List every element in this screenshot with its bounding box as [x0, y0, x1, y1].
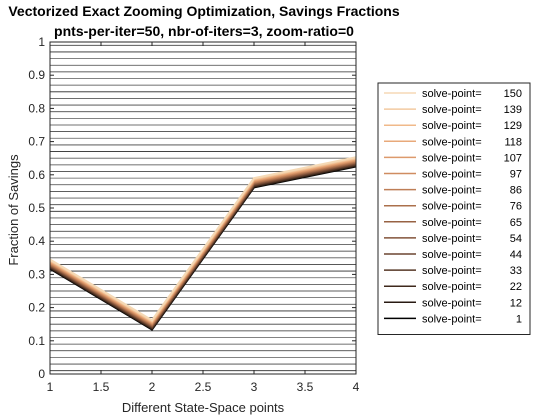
legend-value: 97 [510, 169, 522, 181]
legend-entry-44: solve-point= 44 [384, 249, 522, 261]
y-tick-label: 0.7 [28, 135, 45, 149]
legend-value: 76 [510, 201, 522, 213]
x-tick-label: 3 [251, 380, 258, 394]
legend-entry-1: solve-point= 1 [384, 313, 522, 325]
legend-value: 86 [510, 185, 522, 197]
legend-value: 12 [510, 297, 522, 309]
legend-value: 65 [510, 217, 522, 229]
series-line-86 [49, 160, 357, 326]
legend-entry-54: solve-point= 54 [384, 233, 522, 245]
series-line-65 [49, 161, 357, 327]
legend-entry-107: solve-point= 107 [384, 152, 522, 164]
legend-entry-139: solve-point= 139 [384, 104, 522, 116]
y-tick-label: 0 [38, 367, 45, 381]
legend-label: solve-point= [422, 169, 482, 181]
series-line-150 [49, 156, 357, 322]
legend-value: 54 [510, 233, 522, 245]
chart-title: Vectorized Exact Zooming Optimization, S… [8, 3, 400, 19]
y-tick-label: 0.3 [28, 267, 45, 281]
y-tick-label: 1 [38, 35, 45, 49]
x-ticks-group: 1 1.5 2 2.5 3 3.5 4 [47, 42, 360, 394]
legend-entry-76: solve-point= 76 [384, 201, 522, 213]
legend-value: 1 [516, 313, 522, 325]
y-ticks-group: 0 0.1 0.2 0.3 0.4 0.5 0.6 0.7 0.8 0.9 1 [28, 35, 356, 381]
x-tick-label: 4 [353, 380, 360, 394]
legend-label: solve-point= [422, 233, 482, 245]
legend-entry-129: solve-point= 129 [384, 120, 522, 132]
legend-entry-12: solve-point= 12 [384, 297, 522, 309]
legend-label: solve-point= [422, 297, 482, 309]
series-line-44 [49, 162, 357, 329]
legend-label: solve-point= [422, 249, 482, 261]
legend-entry-118: solve-point= 118 [384, 136, 522, 148]
chart-subtitle: pnts-per-iter=50, nbr-of-iters=3, zoom-r… [54, 23, 354, 39]
background-lines-group [50, 44, 356, 372]
legend-label: solve-point= [422, 281, 482, 293]
legend-label: solve-point= [422, 136, 482, 148]
legend-value: 129 [504, 120, 522, 132]
y-tick-label: 0.8 [28, 101, 45, 115]
y-tick-label: 0.5 [28, 201, 45, 215]
y-tick-label: 0.4 [28, 234, 45, 248]
legend-value: 33 [510, 265, 522, 277]
y-tick-label: 0.2 [28, 301, 45, 315]
x-tick-label: 2.5 [195, 380, 212, 394]
y-tick-label: 0.1 [28, 334, 45, 348]
series-line-33 [49, 163, 357, 329]
legend-value: 44 [510, 249, 522, 261]
y-tick-label: 0.6 [28, 168, 45, 182]
legend-value: 150 [504, 88, 522, 100]
series-line-76 [49, 160, 357, 327]
x-tick-label: 3.5 [297, 380, 314, 394]
legend-label: solve-point= [422, 201, 482, 213]
x-tick-label: 1.5 [93, 380, 110, 394]
x-tick-label: 2 [149, 380, 156, 394]
legend-label: solve-point= [422, 217, 482, 229]
legend-entry-33: solve-point= 33 [384, 265, 522, 277]
legend-entry-22: solve-point= 22 [384, 281, 522, 293]
legend-label: solve-point= [422, 265, 482, 277]
legend-label: solve-point= [422, 88, 482, 100]
legend-label: solve-point= [422, 313, 482, 325]
y-tick-label: 0.9 [28, 68, 45, 82]
legend-entry-65: solve-point= 65 [384, 217, 522, 229]
series-lines-group [49, 156, 357, 331]
legend-value: 139 [504, 104, 522, 116]
series-line-22 [49, 164, 357, 330]
legend-entry-86: solve-point= 86 [384, 185, 522, 197]
x-tick-label: 1 [47, 380, 54, 394]
x-axis-label: Different State-Space points [122, 400, 285, 415]
legend-entry-150: solve-point= 150 [384, 88, 522, 100]
legend-label: solve-point= [422, 152, 482, 164]
legend-value: 107 [504, 152, 522, 164]
y-axis-label: Fraction of Savings [6, 154, 21, 266]
legend-label: solve-point= [422, 120, 482, 132]
legend-entry-97: solve-point= 97 [384, 169, 522, 181]
legend-value: 118 [504, 136, 522, 148]
series-line-107 [49, 158, 357, 325]
legend-value: 22 [510, 281, 522, 293]
legend-label: solve-point= [422, 185, 482, 197]
legend-label: solve-point= [422, 104, 482, 116]
